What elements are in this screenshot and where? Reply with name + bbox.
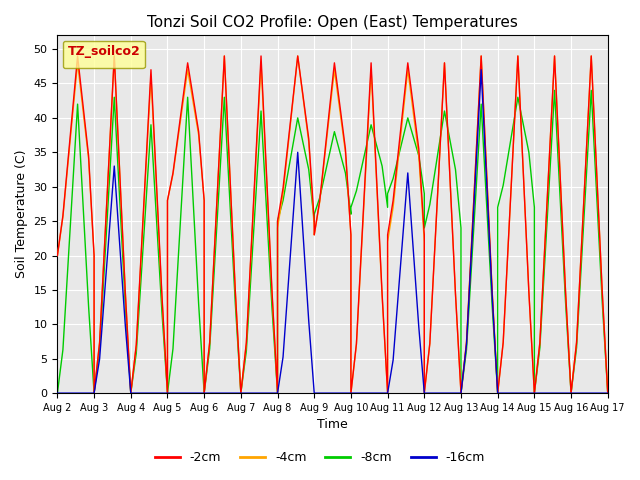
-4cm (122, 289, 129, 295)
-8cm (463, 347, 470, 353)
-2cm (488, 289, 496, 295)
-8cm (604, 390, 612, 396)
-2cm (54, 252, 61, 258)
-4cm (111, 53, 118, 59)
-8cm (499, 182, 507, 188)
-2cm (604, 390, 612, 396)
-4cm (90, 390, 98, 396)
-8cm (550, 87, 558, 93)
Y-axis label: Soil Temperature (C): Soil Temperature (C) (15, 150, 28, 278)
-16cm (550, 390, 558, 396)
-2cm (122, 289, 129, 295)
-8cm (54, 390, 61, 396)
-4cm (488, 289, 496, 295)
-4cm (494, 390, 502, 396)
-16cm (54, 390, 61, 396)
-2cm (494, 390, 502, 396)
-16cm (96, 356, 104, 362)
-8cm (96, 346, 104, 352)
-2cm (74, 53, 81, 59)
Title: Tonzi Soil CO2 Profile: Open (East) Temperatures: Tonzi Soil CO2 Profile: Open (East) Temp… (147, 15, 518, 30)
-16cm (494, 390, 502, 396)
Line: -2cm: -2cm (58, 56, 608, 393)
-8cm (494, 390, 502, 396)
-4cm (54, 252, 61, 258)
-2cm (525, 289, 532, 295)
-4cm (525, 289, 532, 295)
-16cm (604, 390, 612, 396)
Line: -16cm: -16cm (58, 70, 608, 393)
-4cm (499, 340, 507, 346)
-2cm (499, 340, 507, 346)
-8cm (488, 303, 496, 309)
-4cm (604, 390, 612, 396)
-16cm (514, 390, 522, 396)
-16cm (494, 390, 502, 396)
-16cm (463, 342, 470, 348)
-2cm (562, 289, 570, 295)
X-axis label: Time: Time (317, 419, 348, 432)
-4cm (562, 289, 570, 295)
-8cm (536, 345, 544, 350)
Line: -4cm: -4cm (58, 56, 608, 393)
-2cm (90, 390, 98, 396)
Line: -8cm: -8cm (58, 90, 608, 393)
Legend:  (63, 41, 145, 68)
Legend: -2cm, -4cm, -8cm, -16cm: -2cm, -4cm, -8cm, -16cm (150, 446, 490, 469)
-16cm (477, 67, 485, 72)
